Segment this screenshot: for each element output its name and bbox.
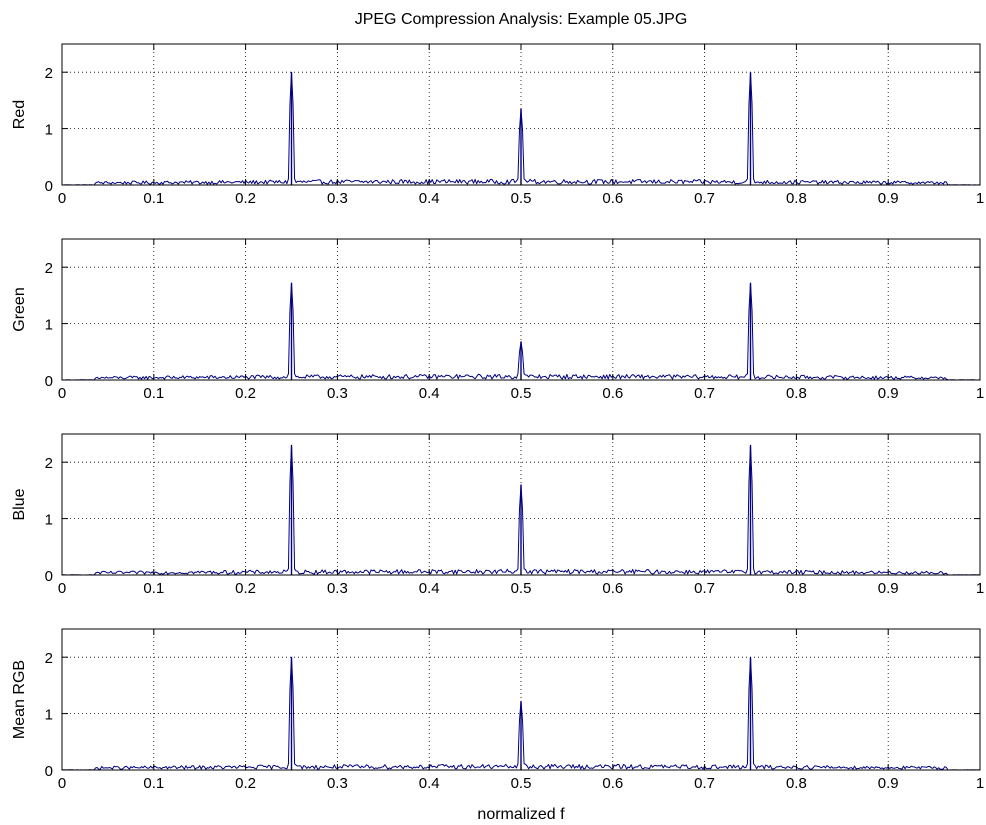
- x-tick-label: 0.3: [327, 775, 348, 792]
- y-tick-label: 1: [45, 707, 53, 724]
- x-tick-label: 0.2: [235, 190, 256, 207]
- y-axis-label: Green: [11, 287, 28, 331]
- x-tick-label: 0: [58, 580, 66, 597]
- x-tick-label: 0.9: [878, 580, 899, 597]
- y-tick-label: 1: [45, 317, 53, 334]
- x-tick-label: 0.5: [511, 775, 532, 792]
- x-tick-label: 0.4: [419, 190, 440, 207]
- x-tick-label: 0: [58, 385, 66, 402]
- x-tick-label: 0.8: [786, 775, 807, 792]
- x-tick-label: 0.8: [786, 190, 807, 207]
- y-tick-label: 1: [45, 512, 53, 529]
- x-tick-label: 0.1: [143, 385, 164, 402]
- y-tick-label: 0: [45, 763, 53, 780]
- x-tick-label: 0.9: [878, 190, 899, 207]
- x-tick-label: 1: [976, 385, 984, 402]
- panel-1: 0 0.1 0.2 0.3 0.4 0.5 0.6 0.7 0.8 0.9 1 0 1 2 Red: [11, 43, 984, 207]
- panel-3: 0 0.1 0.2 0.3 0.4 0.5 0.6 0.7 0.8 0.9 1 0 1 2 Blue: [11, 433, 984, 597]
- y-tick-label: 0: [45, 178, 53, 195]
- x-tick-label: 0: [58, 775, 66, 792]
- x-tick-label: 0.8: [786, 385, 807, 402]
- x-tick-label: 0.7: [694, 580, 715, 597]
- x-tick-label: 0.6: [602, 190, 623, 207]
- x-tick-label: 0.8: [786, 580, 807, 597]
- x-tick-label: 0.3: [327, 190, 348, 207]
- y-tick-label: 0: [45, 373, 53, 390]
- y-tick-label: 2: [45, 65, 53, 82]
- x-tick-label: 0.7: [694, 775, 715, 792]
- x-tick-label: 0.1: [143, 190, 164, 207]
- x-tick-label: 0.5: [511, 580, 532, 597]
- x-tick-label: 0.2: [235, 580, 256, 597]
- panel-4: 0 0.1 0.2 0.3 0.4 0.5 0.6 0.7 0.8 0.9 1 0 1 2 Mean RGB: [11, 628, 984, 792]
- y-tick-label: 0: [45, 568, 53, 585]
- x-tick-label: 1: [976, 580, 984, 597]
- x-tick-label: 0.7: [694, 190, 715, 207]
- x-tick-label: 0.2: [235, 775, 256, 792]
- series-line: [61, 656, 981, 771]
- x-tick-label: 0.7: [694, 385, 715, 402]
- x-tick-label: 0.5: [511, 385, 532, 402]
- panel-2: 0 0.1 0.2 0.3 0.4 0.5 0.6 0.7 0.8 0.9 1 0 1 2 Green: [11, 238, 984, 402]
- x-tick-label: 0.3: [327, 580, 348, 597]
- x-tick-label: 1: [976, 775, 984, 792]
- x-tick-label: 0: [58, 190, 66, 207]
- x-tick-label: 0.4: [419, 385, 440, 402]
- x-tick-label: 1: [976, 190, 984, 207]
- x-tick-label: 0.4: [419, 775, 440, 792]
- y-tick-label: 2: [45, 650, 53, 667]
- x-tick-label: 0.5: [511, 190, 532, 207]
- x-tick-label: 0.2: [235, 385, 256, 402]
- x-tick-label: 0.6: [602, 580, 623, 597]
- y-axis-label: Blue: [11, 488, 28, 520]
- y-tick-label: 2: [45, 455, 53, 472]
- x-axis-label: normalized f: [477, 806, 565, 823]
- y-axis-label: Red: [11, 100, 28, 129]
- x-tick-label: 0.6: [602, 775, 623, 792]
- x-tick-label: 0.3: [327, 385, 348, 402]
- x-tick-label: 0.4: [419, 580, 440, 597]
- x-tick-label: 0.9: [878, 385, 899, 402]
- y-tick-label: 2: [45, 260, 53, 277]
- x-tick-label: 0.1: [143, 775, 164, 792]
- y-tick-label: 1: [45, 122, 53, 139]
- chart-title: JPEG Compression Analysis: Example 05.JP…: [355, 11, 688, 28]
- x-tick-label: 0.6: [602, 385, 623, 402]
- y-axis-label: Mean RGB: [11, 660, 28, 739]
- x-tick-label: 0.1: [143, 580, 164, 597]
- x-tick-label: 0.9: [878, 775, 899, 792]
